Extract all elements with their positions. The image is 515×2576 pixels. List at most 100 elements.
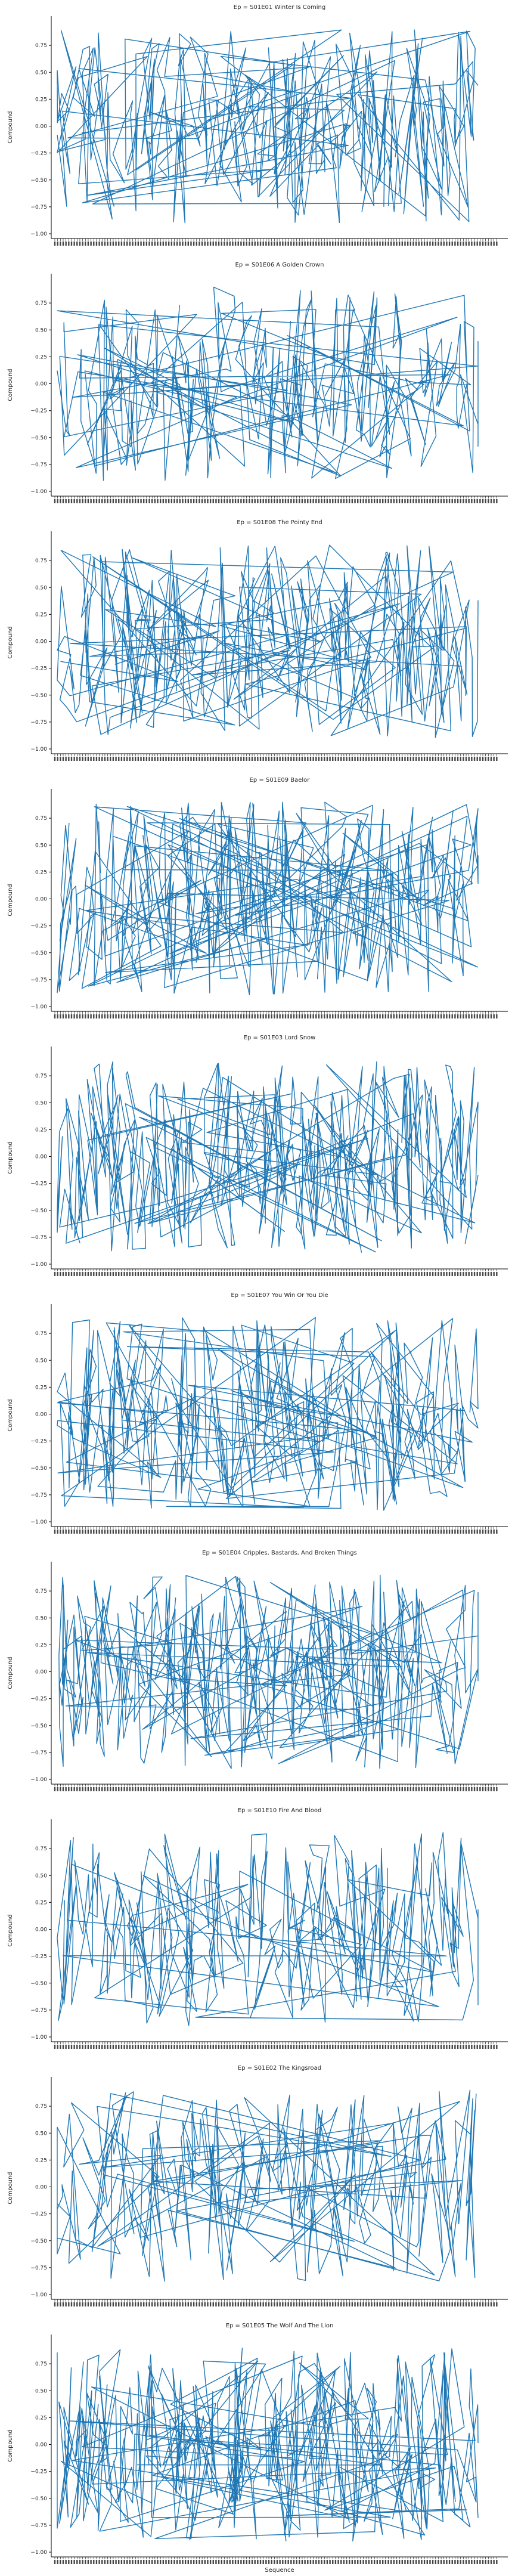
x-tick-label xyxy=(82,2560,83,2564)
x-tick-label xyxy=(296,242,297,246)
x-tick-label xyxy=(284,499,287,503)
x-tick-label xyxy=(349,2560,350,2564)
x-tick-label xyxy=(304,499,306,503)
x-tick-label xyxy=(268,1014,270,1018)
x-tick-label xyxy=(337,1272,339,1276)
x-tick-label xyxy=(207,1787,209,1791)
x-tick-label xyxy=(490,242,492,246)
x-tick-label xyxy=(429,242,431,246)
x-tick-label xyxy=(87,757,89,761)
x-tick-label xyxy=(329,1787,331,1791)
x-tick-label xyxy=(237,1272,239,1276)
y-tick-label: 0.50 xyxy=(35,1100,47,1106)
x-tick-label xyxy=(332,2302,334,2306)
x-tick-label xyxy=(299,1787,300,1791)
y-tick-label: 0.25 xyxy=(35,612,47,618)
x-tick-label xyxy=(170,242,173,246)
x-tick-label xyxy=(101,1014,103,1018)
x-tick-label xyxy=(232,499,234,503)
x-tick-label xyxy=(104,499,106,503)
x-tick-label xyxy=(368,242,370,246)
x-tick-label xyxy=(143,1272,145,1276)
x-tick-label xyxy=(301,242,303,246)
x-tick-label xyxy=(104,2045,106,2049)
x-tick-label xyxy=(415,1530,417,1534)
x-tick-label xyxy=(423,1014,426,1018)
x-tick-label xyxy=(243,757,245,761)
x-tick-label xyxy=(373,499,376,503)
x-tick-label xyxy=(137,1014,139,1018)
x-tick-label xyxy=(65,2045,67,2049)
x-tick-label xyxy=(390,1787,392,1791)
x-tick-label xyxy=(224,2560,225,2564)
x-tick-label xyxy=(70,2045,73,2049)
x-tick-label xyxy=(184,2560,187,2564)
y-axis-label: Compound xyxy=(7,111,14,143)
x-tick-label xyxy=(284,757,287,761)
x-tick-label xyxy=(60,2302,61,2306)
x-tick-label xyxy=(312,499,314,503)
x-tick-label xyxy=(198,1530,200,1534)
x-tick-label xyxy=(315,1787,317,1791)
x-tick-label xyxy=(279,2560,281,2564)
x-tick-label xyxy=(282,242,284,246)
x-tick-label xyxy=(132,2560,134,2564)
x-tick-label xyxy=(357,499,359,503)
x-tick-label xyxy=(415,1787,417,1791)
x-tick-label xyxy=(351,2560,353,2564)
y-tick-label: −0.25 xyxy=(30,924,47,930)
x-tick-label xyxy=(473,757,476,761)
x-tick-label xyxy=(471,242,473,246)
x-tick-label xyxy=(226,1530,228,1534)
x-tick-label xyxy=(101,757,103,761)
x-tick-label xyxy=(287,757,289,761)
x-tick-label xyxy=(254,499,256,503)
x-tick-label xyxy=(70,757,73,761)
x-tick-label xyxy=(312,1014,314,1018)
x-tick-label xyxy=(418,2560,420,2564)
x-tick-label xyxy=(276,2302,278,2306)
x-tick-label xyxy=(479,757,481,761)
x-tick-label xyxy=(371,1272,373,1276)
x-tick-label xyxy=(488,242,489,246)
x-tick-label xyxy=(359,1787,362,1791)
x-tick-label xyxy=(307,2560,309,2564)
x-tick-label xyxy=(309,1014,312,1018)
x-tick-label xyxy=(76,2302,78,2306)
x-tick-label xyxy=(373,242,376,246)
x-tick-label xyxy=(384,1014,387,1018)
x-tick-label xyxy=(490,1787,492,1791)
x-tick-label xyxy=(95,757,98,761)
x-ticks xyxy=(54,2299,498,2306)
x-tick-label xyxy=(290,1530,292,1534)
x-tick-label xyxy=(299,2045,300,2049)
y-tick-label: −0.75 xyxy=(30,462,47,468)
x-tick-label xyxy=(193,1014,195,1018)
x-tick-label xyxy=(251,2560,253,2564)
x-tick-label xyxy=(143,2560,145,2564)
x-tick-label xyxy=(468,1272,470,1276)
x-tick-label xyxy=(365,1014,367,1018)
y-tick-label: −1.00 xyxy=(30,1262,47,1268)
x-tick-label xyxy=(179,1530,181,1534)
x-tick-label xyxy=(490,1272,492,1276)
x-tick-label xyxy=(329,757,331,761)
x-tick-label xyxy=(404,499,406,503)
x-tick-label xyxy=(346,1787,348,1791)
x-tick-label xyxy=(337,1014,339,1018)
y-tick-label: 0.75 xyxy=(35,1073,47,1079)
x-tick-label xyxy=(435,2045,436,2049)
x-tick-label xyxy=(429,2302,431,2306)
x-tick-label xyxy=(90,2302,92,2306)
x-tick-label xyxy=(476,2045,478,2049)
x-tick-label xyxy=(173,2045,175,2049)
x-tick-label xyxy=(488,1530,489,1534)
x-tick-label xyxy=(85,2302,86,2306)
x-tick-label xyxy=(373,2045,376,2049)
x-tick-label xyxy=(321,1272,322,1276)
x-tick-label xyxy=(332,499,334,503)
x-tick-label xyxy=(226,499,228,503)
x-tick-label xyxy=(176,499,178,503)
x-tick-label xyxy=(443,1787,445,1791)
x-tick-label xyxy=(429,2045,431,2049)
